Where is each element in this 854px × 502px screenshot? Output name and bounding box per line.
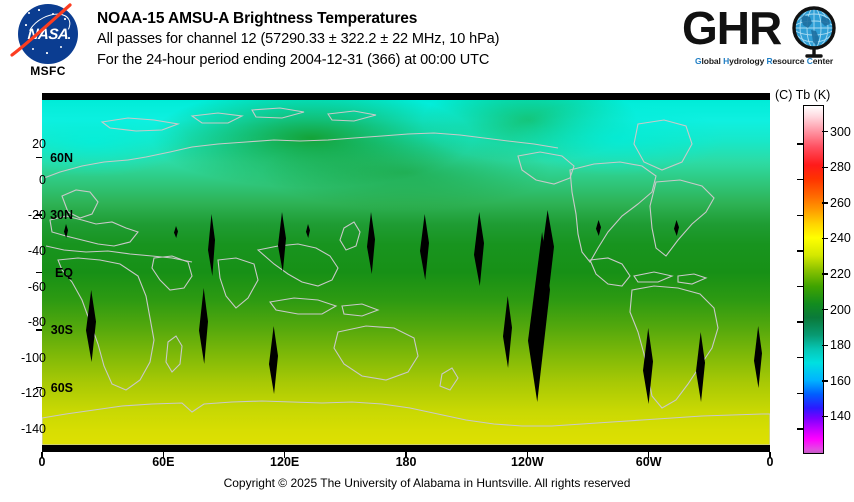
longitude-tick-mark [41,452,43,458]
orbit-data-gap [420,214,429,280]
ghrc-wordmark-icon: GHR [682,2,836,58]
colorbar-celsius-tick-mark [797,392,803,394]
no-data-band-south [42,445,770,452]
nasa-swoosh-icon [10,3,72,57]
orbit-data-gap [64,224,68,238]
orbit-data-gap [474,212,484,286]
colorbar-kelvin-tick-mark [822,380,828,382]
colorbar-kelvin-tick-label: 200 [830,302,851,317]
colorbar-celsius-tick-label: -80 [27,315,46,330]
colorbar-celsius-tick-mark [797,143,803,145]
colorbar-kelvin-tick-mark [822,130,828,133]
colorbar-kelvin-tick-label: 300 [830,124,851,139]
colorbar-gradient[interactable] [803,105,824,454]
orbit-data-gap [596,220,601,236]
colorbar-kelvin-tick-mark [822,308,828,311]
page-title: NOAA-15 AMSU-A Brightness Temperatures [97,10,418,27]
colorbar-kelvin-tick-label: 260 [830,195,851,210]
colorbar-celsius-tick-mark [797,179,803,181]
longitude-tick-label: 120E [270,455,300,469]
orbit-data-gap [367,212,375,274]
brightness-temperature-map[interactable] [42,93,770,452]
colorbar-celsius-tick-label: -60 [27,279,46,294]
colorbar-celsius-tick-label: 0 [39,172,46,187]
nasa-center-label: MSFC [30,64,66,78]
no-data-band-north [42,93,770,100]
longitude-tick-mark [769,452,771,458]
channel-subtitle: All passes for channel 12 (57290.33 ± 32… [97,31,500,47]
ghrc-logo: GHR Global Hydrology Resource Center [680,2,848,76]
colorbar-celsius-tick-mark [797,250,803,252]
title-block: NOAA-15 AMSU-A Brightness Temperatures A… [97,8,499,71]
colorbar-kelvin-tick-label: 160 [830,373,851,388]
orbit-data-gap [306,224,310,238]
orbit-data-gap [208,214,215,276]
latitude-tick-label: EQ [54,265,73,280]
temperature-anomaly-blob [260,134,552,211]
colorbar-kelvin-tick-mark [822,415,828,418]
orbit-data-gap [86,290,96,362]
orbit-data-gap [174,226,178,238]
latitude-tick-mark [36,329,42,331]
latitude-tick-label: 30N [50,208,73,222]
colorbar-celsius-tick-mark [797,356,803,359]
longitude-tick-mark [526,452,529,458]
colorbar-celsius-tick-label: -100 [20,350,46,365]
nasa-meatball-icon: NASA [18,4,78,64]
temperature-anomaly-blob [42,106,188,176]
colorbar-kelvin-tick-label: 220 [830,267,851,282]
colorbar-kelvin-tick-mark [822,344,828,346]
svg-text:GHR: GHR [682,2,782,54]
period-subtitle: For the 24-hour period ending 2004-12-31… [97,52,490,68]
colorbar-celsius-tick-label: -140 [20,421,46,436]
longitude-tick-mark [283,452,286,458]
colorbar-celsius-tick-mark [797,321,803,323]
latitude-tick-mark [36,386,42,389]
orbit-data-gap [503,296,512,368]
latitude-tick-mark [36,271,42,274]
colorbar-kelvin-tick-mark [822,202,828,204]
colorbar-kelvin-tick-label: 240 [830,231,851,246]
colorbar-kelvin-tick-label: 280 [830,160,851,175]
colorbar-kelvin-tick-label: 180 [830,338,851,353]
longitude-tick-label: 120W [511,455,544,469]
orbit-data-gap [754,326,762,388]
latitude-tick-label: 30S [50,323,73,337]
orbit-data-gap [278,212,286,272]
latitude-tick-label: 60S [50,380,73,395]
ghrc-tagline: Global Hydrology Resource Center [694,56,834,66]
longitude-tick-label: 60E [152,455,175,469]
colorbar-celsius-tick-mark [797,285,803,288]
orbit-data-gap [269,326,278,394]
orbit-data-gap [643,328,653,404]
longitude-tick-mark [162,452,165,458]
colorbar-header: (C) Tb (K) [775,88,831,102]
colorbar-celsius-tick-mark [797,214,803,217]
latitude-tick-mark [36,214,42,216]
copyright-notice: Copyright © 2025 The University of Alaba… [223,476,631,490]
longitude-tick-label: 0 [766,455,774,469]
map-data-field [42,100,770,445]
colorbar-celsius-tick-mark [797,428,803,430]
longitude-tick-label: 60W [635,455,662,469]
colorbar-celsius-tick-label: -20 [27,208,46,223]
colorbar-kelvin-tick-mark [822,166,828,168]
colorbar-kelvin-tick-mark [822,237,828,240]
orbit-data-gap [199,288,208,364]
orbit-data-gap [674,220,679,236]
colorbar-kelvin-tick-label: 140 [830,409,851,424]
colorbar-kelvin-tick-mark [822,273,828,275]
longitude-tick-mark [405,452,407,458]
orbit-data-gap [696,332,705,402]
longitude-tick-mark [647,452,650,458]
longitude-tick-label: 180 [395,455,417,469]
longitude-tick-label: 0 [38,455,46,469]
colorbar-celsius-tick-label: -40 [27,243,46,258]
nasa-logo: NASA MSFC [10,3,86,80]
coastline-overlay [42,107,770,445]
colorbar-celsius-tick-label: -120 [20,386,46,401]
latitude-tick-label: 60N [50,150,73,165]
latitude-tick-mark [36,156,42,159]
colorbar-celsius-tick-label: 20 [32,137,46,152]
